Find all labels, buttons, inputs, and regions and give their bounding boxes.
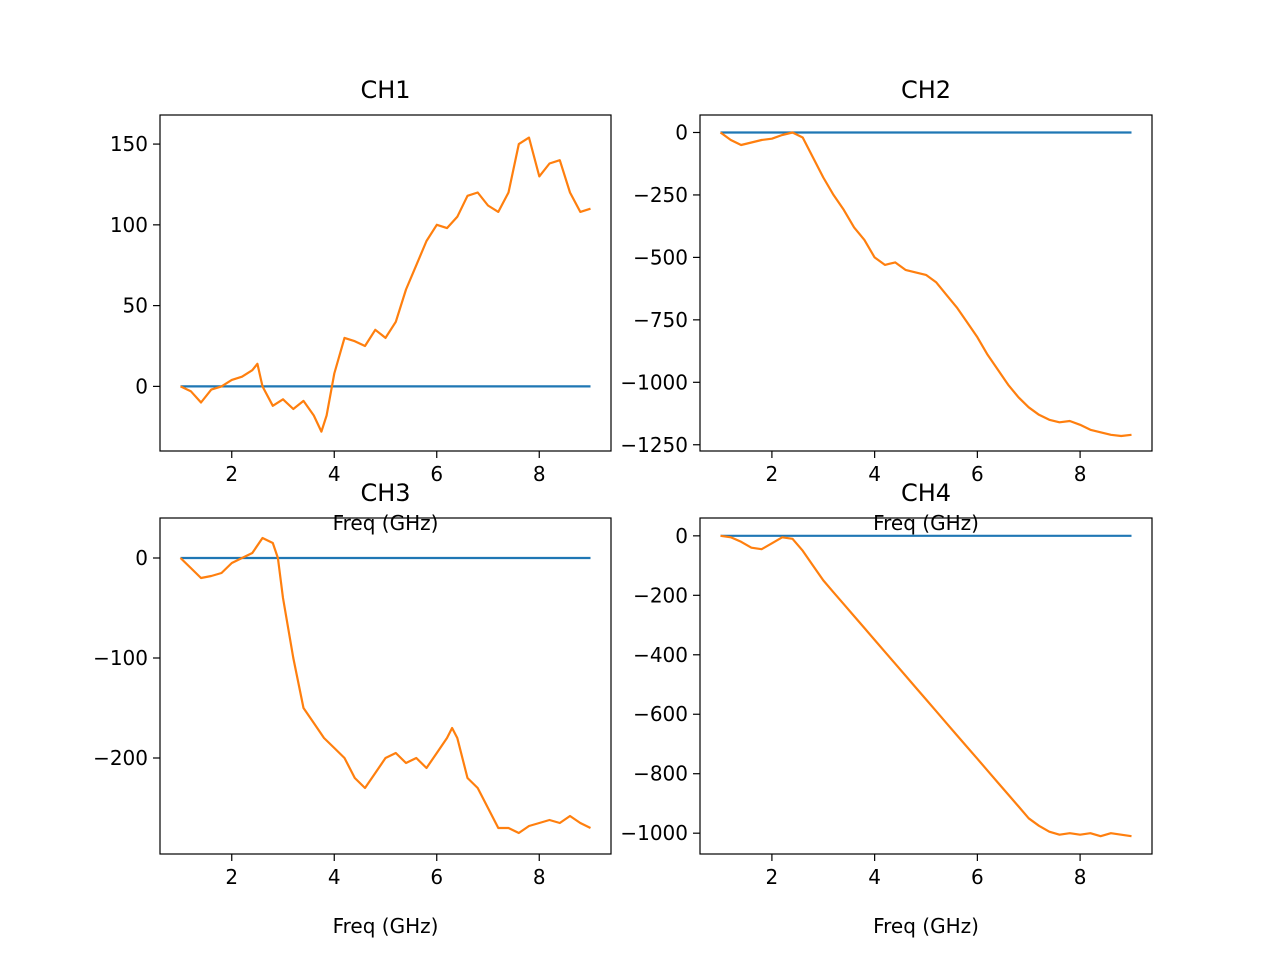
chart-panel-2: 2 4 6 8 0 −250 −500 −750 −1000 −1250 CH2 Freq (GHz) <box>620 76 1153 535</box>
x-tick-label: 6 <box>430 865 443 889</box>
x-tick-label: 8 <box>533 865 546 889</box>
y-tick-label: 0 <box>675 120 688 144</box>
axes-frame <box>159 114 612 452</box>
x-tick-label: 4 <box>868 462 881 486</box>
y-tick-label: 50 <box>123 294 148 318</box>
chart-panel-3: 2 4 6 8 0 −100 −200 CH3 Freq (GHz) <box>93 479 612 938</box>
axes-frame <box>159 517 612 855</box>
x-tick-label: 8 <box>1074 462 1087 486</box>
y-tick-label: −200 <box>93 746 148 770</box>
y-tick-label: −1250 <box>620 433 688 457</box>
x-tick-label: 2 <box>225 865 238 889</box>
x-axis-label: Freq (GHz) <box>873 511 979 535</box>
x-axis-label: Freq (GHz) <box>333 511 439 535</box>
x-tick-label: 2 <box>225 462 238 486</box>
x-axis-label: Freq (GHz) <box>873 914 979 938</box>
y-tick-label: 100 <box>110 213 148 237</box>
x-tick-label: 8 <box>1074 865 1087 889</box>
y-tick-label: 0 <box>675 524 688 548</box>
chart-title: CH2 <box>901 76 951 104</box>
y-tick-label: −250 <box>633 183 688 207</box>
y-tick-label: −400 <box>633 643 688 667</box>
chart-title: CH3 <box>360 479 410 507</box>
x-tick-label: 6 <box>971 865 984 889</box>
chart-title: CH4 <box>901 479 951 507</box>
y-tick-label: −200 <box>633 583 688 607</box>
x-tick-label: 2 <box>766 865 779 889</box>
y-tick-label: −600 <box>633 702 688 726</box>
x-tick-label: 8 <box>533 462 546 486</box>
x-tick-label: 4 <box>328 865 341 889</box>
axes-frame <box>699 114 1153 452</box>
y-tick-label: −1000 <box>620 370 688 394</box>
x-axis-label: Freq (GHz) <box>333 914 439 938</box>
x-tick-label: 6 <box>430 462 443 486</box>
y-tick-label: −100 <box>93 646 148 670</box>
axes-frame <box>699 517 1153 855</box>
x-tick-label: 2 <box>766 462 779 486</box>
x-tick-label: 6 <box>971 462 984 486</box>
chart-title: CH1 <box>360 76 410 104</box>
y-tick-label: −800 <box>633 762 688 786</box>
y-tick-label: 150 <box>110 132 148 156</box>
y-tick-label: −750 <box>633 308 688 332</box>
x-tick-label: 4 <box>868 865 881 889</box>
series-line-measured <box>719 131 1132 438</box>
y-tick-label: 0 <box>135 374 148 398</box>
y-tick-label: −1000 <box>620 821 688 845</box>
y-tick-label: 0 <box>135 546 148 570</box>
y-tick-label: −500 <box>633 245 688 269</box>
series-line-measured <box>720 534 1132 838</box>
series-line-measured <box>179 536 591 835</box>
series-line-measured <box>180 136 591 433</box>
x-tick-label: 4 <box>328 462 341 486</box>
chart-panel-1: 2 4 6 8 0 50 100 150 CH1 Freq (GHz) <box>110 76 612 535</box>
chart-panel-4: 2 4 6 8 0 −200 −400 −600 −800 −1000 CH4 Freq (GHz) <box>620 479 1153 938</box>
